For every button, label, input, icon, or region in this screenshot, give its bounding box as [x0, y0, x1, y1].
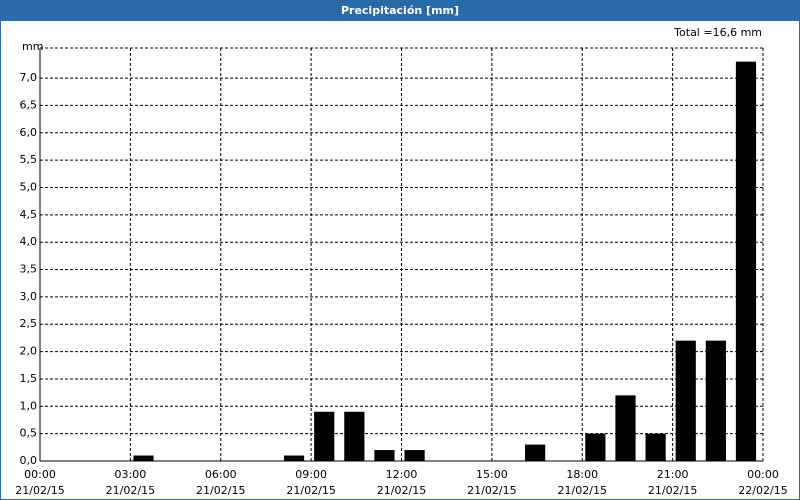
x-tick-label: 00:00	[24, 468, 56, 481]
x-tick-date: 21/02/15	[377, 484, 426, 497]
bar	[615, 395, 636, 461]
x-tick-label: 21:00	[657, 468, 689, 481]
x-tick-label: 15:00	[476, 468, 508, 481]
y-tick-label: 5,0	[20, 180, 38, 193]
x-tick-date: 21/02/15	[106, 484, 155, 497]
y-tick-label: 2,0	[20, 345, 38, 358]
y-tick-label: 6,5	[20, 98, 38, 111]
y-tick-label: 4,0	[20, 235, 38, 248]
bar	[645, 433, 666, 461]
bar	[735, 61, 757, 461]
bar	[314, 411, 335, 461]
y-axis-label: mm	[22, 40, 43, 53]
title-bar	[0, 0, 800, 21]
x-tick-label: 09:00	[295, 468, 327, 481]
bar	[344, 411, 365, 461]
x-tick-label: 18:00	[566, 468, 598, 481]
y-tick-label: 1,0	[20, 399, 38, 412]
x-tick-date: 21/02/15	[467, 484, 516, 497]
bar	[705, 340, 726, 461]
bar	[374, 450, 395, 461]
x-tick-date: 21/02/15	[558, 484, 607, 497]
x-tick-label: 03:00	[115, 468, 147, 481]
y-tick-label: 3,0	[20, 290, 38, 303]
y-tick-label: 3,5	[20, 263, 38, 276]
x-tick-label: 06:00	[205, 468, 237, 481]
y-tick-label: 2,5	[20, 317, 38, 330]
y-tick-label: 6,0	[20, 126, 38, 139]
x-tick-label: 00:00	[747, 468, 779, 481]
x-tick-date: 22/02/15	[738, 484, 787, 497]
x-tick-date: 21/02/15	[648, 484, 697, 497]
y-tick-label: 4,5	[20, 208, 38, 221]
bar	[133, 455, 154, 461]
x-tick-date: 21/02/15	[286, 484, 335, 497]
y-tick-label: 0,0	[20, 454, 38, 467]
bar	[525, 444, 546, 461]
x-tick-date: 21/02/15	[196, 484, 245, 497]
total-label: Total =16,6 mm	[673, 26, 762, 39]
bar	[585, 433, 606, 461]
bar	[284, 455, 305, 461]
y-tick-label: 0,5	[20, 427, 38, 440]
y-tick-label: 7,0	[20, 71, 38, 84]
y-tick-label: 1,5	[20, 372, 38, 385]
x-tick-label: 12:00	[386, 468, 418, 481]
chart-title: Precipitación [mm]	[341, 4, 459, 17]
y-tick-label: 5,5	[20, 153, 38, 166]
bar	[404, 450, 425, 461]
x-tick-date: 21/02/15	[15, 484, 64, 497]
bar	[675, 340, 696, 461]
